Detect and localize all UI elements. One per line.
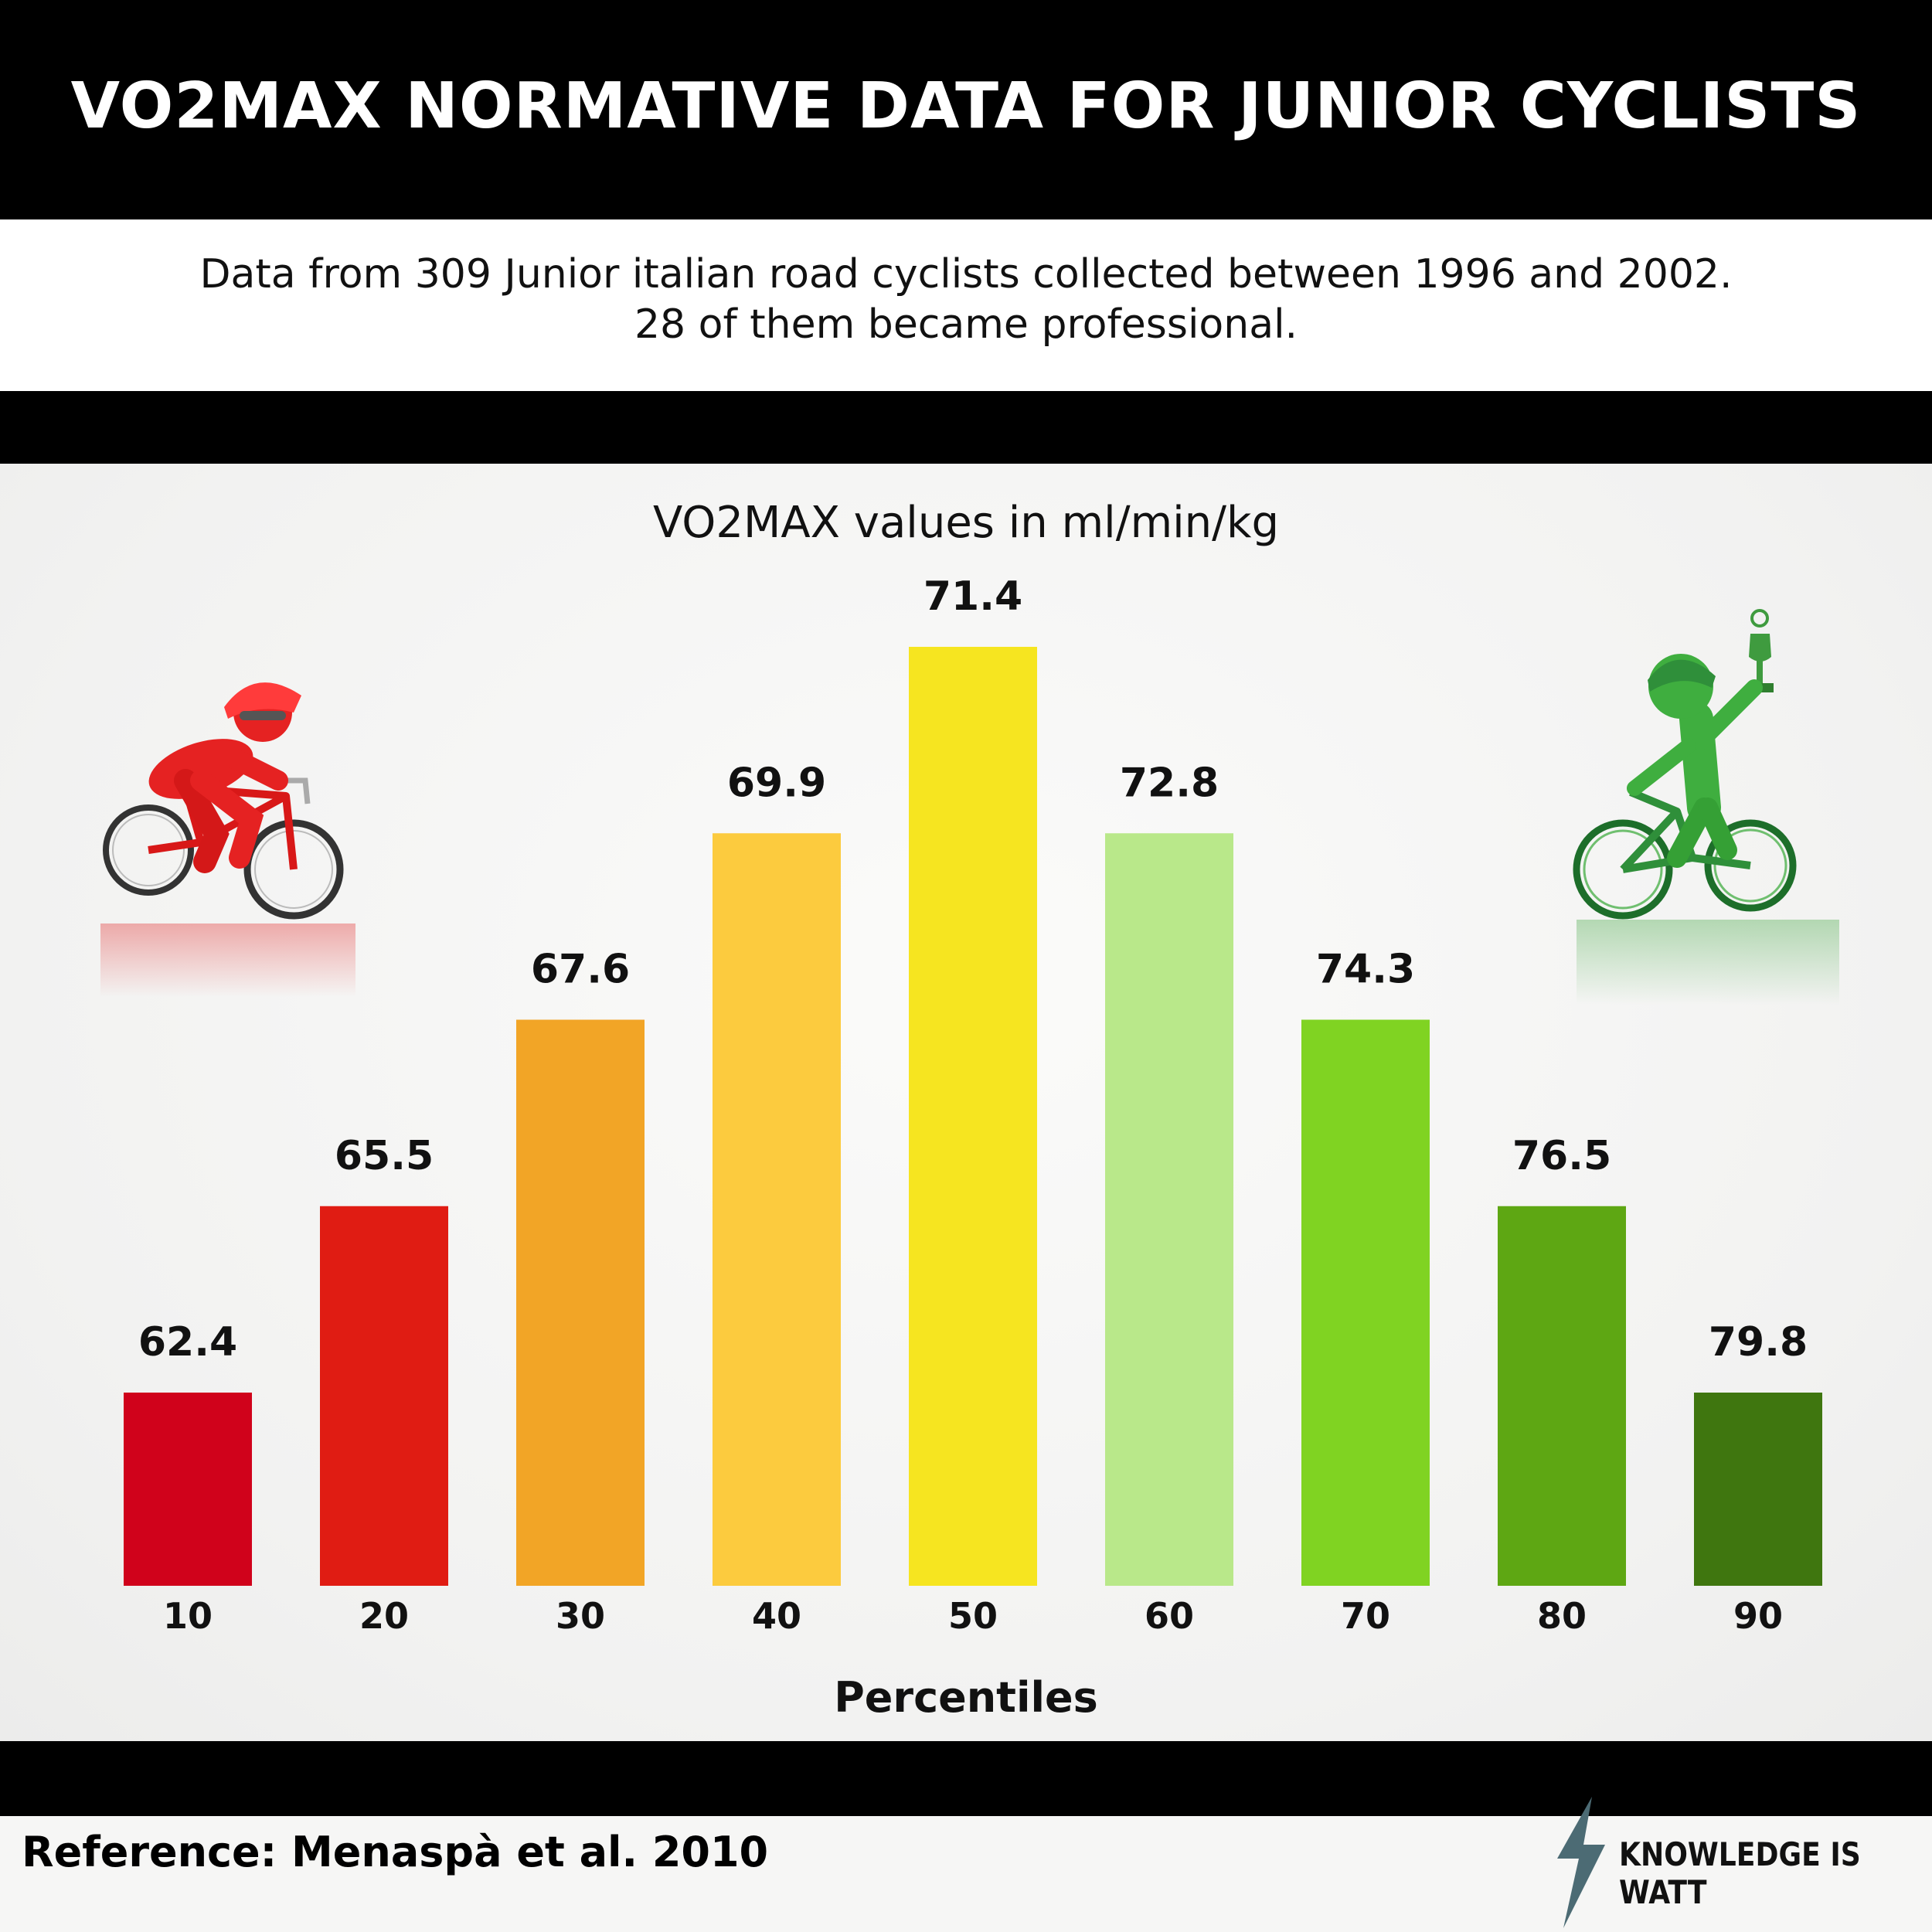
green-cyclist-trophy-icon xyxy=(1573,609,1839,1005)
value-label-30: 67.6 xyxy=(531,947,630,993)
bar-20 xyxy=(320,1206,448,1586)
brand-name: KNOWLEDGE IS WATT xyxy=(1619,1835,1861,1911)
value-label-90: 79.8 xyxy=(1709,1319,1808,1366)
subtitle-panel xyxy=(0,219,1932,391)
chart-title: VO2MAX values in ml/min/kg xyxy=(653,498,1279,548)
value-label-50: 71.4 xyxy=(923,573,1022,620)
tick-label-90: 90 xyxy=(1733,1595,1783,1637)
bar-60 xyxy=(1105,833,1233,1586)
bar-80 xyxy=(1498,1206,1626,1586)
tick-label-20: 20 xyxy=(359,1595,409,1637)
title-banner xyxy=(0,0,1932,219)
value-label-20: 65.5 xyxy=(335,1133,434,1179)
bar-70 xyxy=(1301,1019,1430,1586)
tick-label-80: 80 xyxy=(1537,1595,1587,1637)
footer-panel xyxy=(0,1816,1932,1932)
x-axis-label: Percentiles xyxy=(834,1673,1098,1722)
tick-label-50: 50 xyxy=(948,1595,998,1637)
bar-40 xyxy=(713,833,841,1586)
bar-30 xyxy=(516,1019,645,1586)
lightning-bolt-icon xyxy=(1557,1797,1605,1928)
red-cyclist-icon xyxy=(100,682,355,997)
tick-label-30: 30 xyxy=(556,1595,605,1637)
divider-band xyxy=(0,391,1932,464)
tick-label-10: 10 xyxy=(163,1595,213,1637)
subtitle-line-1: Data from 309 Junior italian road cyclis… xyxy=(199,251,1733,298)
bar-90 xyxy=(1694,1393,1822,1586)
value-label-60: 72.8 xyxy=(1120,760,1219,806)
bar-10 xyxy=(124,1393,252,1586)
value-label-80: 76.5 xyxy=(1512,1133,1611,1179)
tick-label-70: 70 xyxy=(1341,1595,1390,1637)
tick-label-60: 60 xyxy=(1145,1595,1194,1637)
footer-band xyxy=(0,1741,1932,1816)
tick-label-40: 40 xyxy=(752,1595,801,1637)
page-title: VO2MAX NORMATIVE DATA FOR JUNIOR CYCLIST… xyxy=(70,70,1862,143)
bar-chart: VO2MAX values in ml/min/kg 62.4 65.5 67.6 6… xyxy=(124,498,1822,1722)
value-label-70: 74.3 xyxy=(1316,947,1415,993)
reference-text: Reference: Menaspà et al. 2010 xyxy=(22,1828,769,1876)
bar-50 xyxy=(909,647,1037,1586)
subtitle-line-2: 28 of them became professional. xyxy=(634,301,1298,348)
value-label-40: 69.9 xyxy=(727,760,826,806)
value-label-10: 62.4 xyxy=(138,1319,237,1366)
